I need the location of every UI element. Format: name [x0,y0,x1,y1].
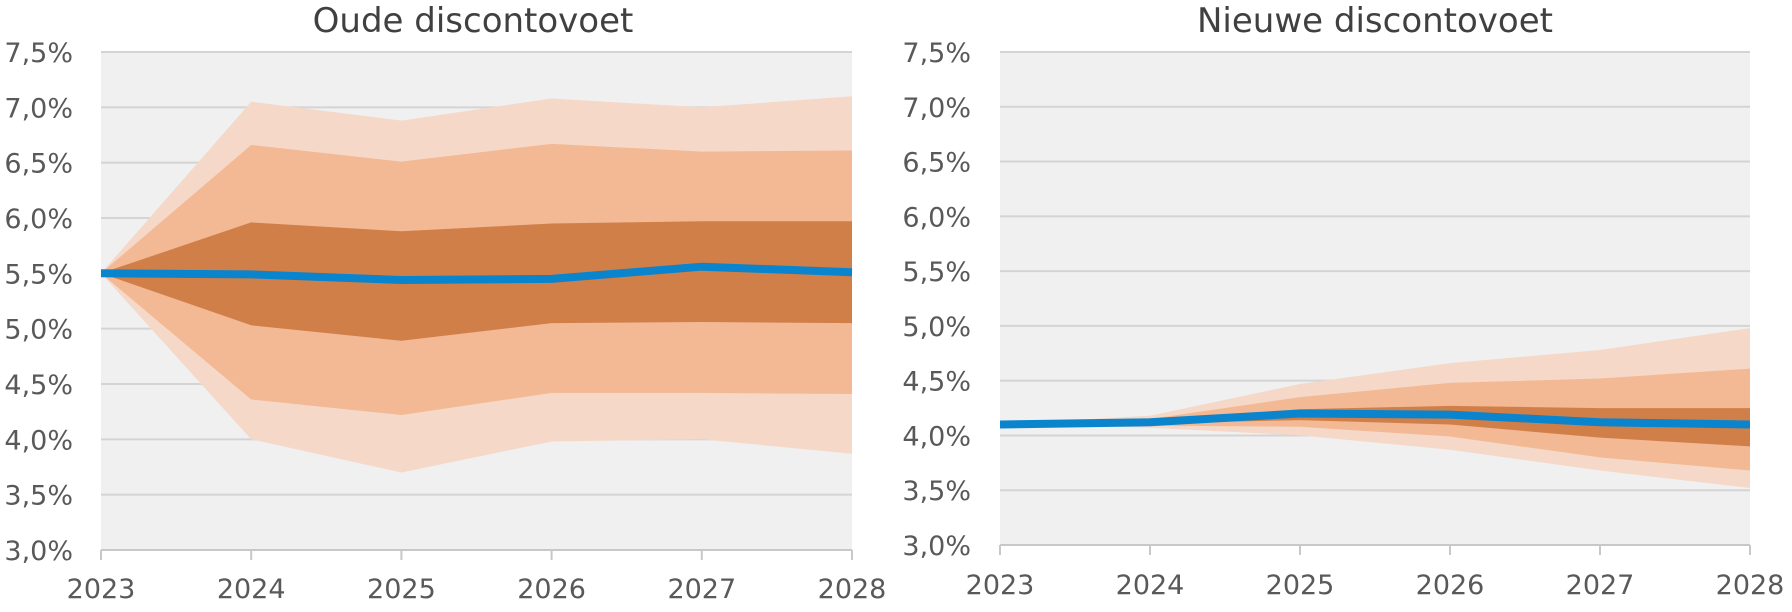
y-tick-label: 6,0% [902,202,971,233]
x-tick-label: 2024 [1116,570,1185,601]
y-tick-label: 4,5% [4,370,73,401]
x-tick-label: 2026 [517,574,586,605]
x-tick-label: 2023 [966,570,1035,601]
x-tick-label: 2027 [667,574,736,605]
y-tick-label: 4,0% [902,421,971,452]
x-tick-label: 2024 [217,574,286,605]
y-tick-label: 7,5% [4,38,73,69]
y-tick-label: 7,5% [902,38,971,69]
y-tick-label: 6,5% [4,149,73,180]
x-tick-label: 2023 [67,574,136,605]
median-line [999,409,1751,429]
x-tick-label: 2028 [818,574,887,605]
y-tick-label: 4,5% [902,367,971,398]
y-tick-label: 3,5% [902,476,971,507]
x-tick-label: 2027 [1566,570,1635,601]
band-inner [1000,405,1750,447]
y-tick-label: 3,0% [4,536,73,567]
x-tick-label: 2025 [1266,570,1335,601]
chart-title: Oude discontovoet [313,1,634,41]
y-tick-label: 6,0% [4,204,73,235]
y-tick-label: 5,0% [902,312,971,343]
y-tick-label: 5,5% [4,259,73,290]
chart-panel-oude: 3,0% 3,5% 4,0% 4,5% 5,0% 5,5% 6,0% 6,5% 7,0% 7,5%… [4,1,886,605]
y-tick-label: 6,5% [902,148,971,179]
chart-panel-nieuwe: 3,0% 3,5% 4,0% 4,5% 5,0% 5,5% 6,0% 6,5% 7,0% 7,5%… [902,1,1784,601]
median-line [100,262,853,284]
x-tick-label: 2028 [1716,570,1785,601]
y-tick-label: 5,0% [4,315,73,346]
x-tick-label: 2025 [367,574,436,605]
y-tick-label: 5,5% [902,257,971,288]
y-tick-label: 4,0% [4,425,73,456]
chart-title: Nieuwe discontovoet [1197,1,1553,41]
y-tick-label: 3,5% [4,481,73,512]
x-tick-label: 2026 [1416,570,1485,601]
y-tick-label: 7,0% [4,93,73,124]
y-tick-label: 3,0% [902,531,971,562]
y-tick-label: 7,0% [902,93,971,124]
